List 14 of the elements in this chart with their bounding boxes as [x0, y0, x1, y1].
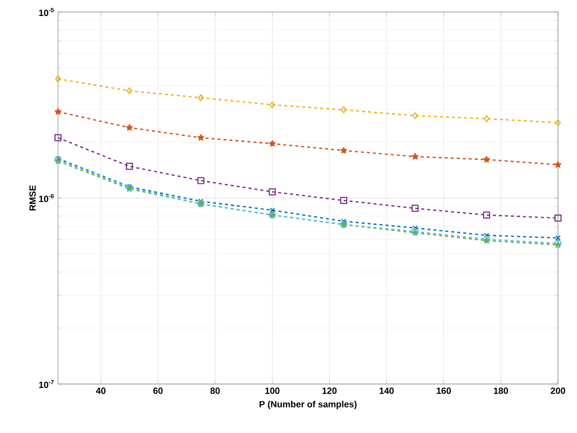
- x-tick-label: 140: [380, 388, 394, 394]
- x-tick-label: 160: [436, 388, 451, 394]
- y-tick-label: 10$^{-7}$: [39, 380, 54, 388]
- x-tick-label: 100: [265, 388, 280, 394]
- x-tick-label: 180: [494, 388, 508, 394]
- y-tick-label: 10$^{-5}$: [39, 8, 54, 16]
- y-tick-label: 10$^{-6}$: [39, 194, 54, 202]
- x-tick-label: 60: [153, 388, 163, 394]
- x-tick-label: 40: [96, 388, 106, 394]
- x-tick-label: 120: [322, 388, 337, 394]
- x-tick-label: 200: [550, 388, 566, 394]
- x-axis-title: P (Number of samples): [260, 400, 357, 410]
- y-axis-title: RMSE: [29, 185, 36, 210]
- x-tick-label: 80: [210, 388, 220, 394]
